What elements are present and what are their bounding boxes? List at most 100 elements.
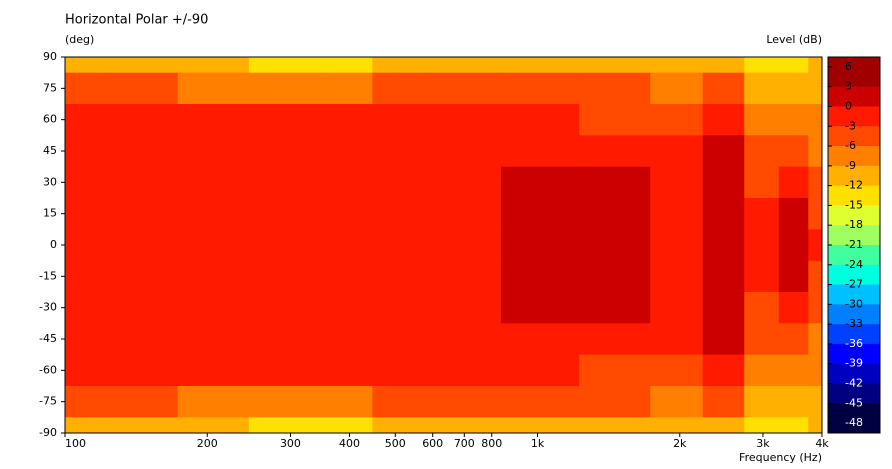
y-tick-label: -75 — [39, 395, 57, 408]
level-cell — [702, 229, 745, 262]
level-cell — [177, 135, 250, 168]
level-cell — [65, 166, 108, 199]
level-cell — [248, 72, 321, 105]
colorbar-band — [828, 126, 880, 147]
level-cell — [778, 198, 809, 230]
level-cell — [372, 323, 431, 356]
level-cell — [808, 260, 823, 293]
colorbar-tick-label: -3 — [845, 119, 856, 132]
level-cell — [319, 386, 373, 418]
x-tick-label: 1k — [531, 437, 545, 450]
colorbar-tick-label: 0 — [845, 99, 852, 112]
level-cell — [319, 323, 373, 356]
level-cell — [650, 72, 704, 105]
level-cell — [808, 198, 823, 230]
level-cell — [177, 260, 250, 293]
colorbar-band — [828, 245, 880, 266]
colorbar-band — [828, 363, 880, 384]
level-cell — [808, 386, 823, 418]
level-cell — [650, 229, 704, 262]
y-tick-label: -60 — [39, 363, 57, 376]
level-cell — [319, 229, 373, 262]
level-cell — [177, 323, 250, 356]
level-cell — [372, 72, 431, 105]
level-cell — [702, 135, 745, 168]
x-tick-label: 800 — [481, 437, 502, 450]
level-cell — [248, 260, 321, 293]
level-cell — [106, 386, 179, 418]
y-tick-label: 30 — [43, 175, 57, 188]
level-cell — [248, 104, 321, 136]
colorbar-band — [828, 343, 880, 365]
level-cell — [579, 104, 651, 136]
level-cell — [500, 417, 580, 434]
level-cell — [429, 57, 502, 74]
colorbar-band — [828, 86, 880, 107]
level-cell — [579, 72, 651, 105]
level-cell — [650, 323, 704, 356]
colorbar-tick-label: -45 — [845, 396, 863, 409]
level-cell — [177, 72, 250, 105]
level-cell — [500, 386, 580, 418]
level-cell — [744, 229, 780, 262]
colorbar-band — [828, 57, 880, 87]
level-cell — [500, 198, 580, 230]
level-cell — [319, 260, 373, 293]
level-cell — [778, 260, 809, 293]
colorbar-band — [828, 165, 880, 186]
colorbar-tick-label: -30 — [845, 297, 863, 310]
colorbar-tick-label: -12 — [845, 179, 863, 192]
level-cell — [500, 57, 580, 74]
level-cell — [744, 386, 780, 418]
level-cell — [429, 386, 502, 418]
level-cell — [319, 166, 373, 199]
level-cell — [808, 417, 823, 434]
level-cell — [702, 72, 745, 105]
level-cell — [500, 72, 580, 105]
x-tick-label: 400 — [339, 437, 360, 450]
level-cell — [650, 166, 704, 199]
level-cell — [65, 354, 108, 387]
colorbar-band — [828, 185, 880, 206]
colorbar-band — [828, 284, 880, 305]
level-cell — [429, 323, 502, 356]
level-cell — [702, 323, 745, 356]
level-cell — [65, 386, 108, 418]
level-cell — [744, 72, 780, 105]
level-cell — [372, 198, 431, 230]
colorbar-tick-label: -27 — [845, 278, 863, 291]
level-cell — [106, 260, 179, 293]
level-cell — [248, 386, 321, 418]
colorbar-tick-label: -18 — [845, 218, 863, 231]
level-cell — [65, 72, 108, 105]
level-cell — [177, 354, 250, 387]
level-cell — [429, 354, 502, 387]
x-axis-label: Frequency (Hz) — [739, 451, 822, 464]
level-cell — [106, 229, 179, 262]
level-cell — [579, 386, 651, 418]
level-cell — [744, 260, 780, 293]
level-cell — [429, 292, 502, 324]
level-cell — [319, 198, 373, 230]
level-cell — [500, 104, 580, 136]
x-tick-label: 600 — [422, 437, 443, 450]
level-cell — [65, 198, 108, 230]
level-cell — [702, 166, 745, 199]
level-cell — [744, 323, 780, 356]
colorbar-tick-label: -6 — [845, 139, 856, 152]
level-cell — [429, 104, 502, 136]
level-cell — [106, 198, 179, 230]
level-cell — [319, 417, 373, 434]
level-cell — [579, 354, 651, 387]
level-cell — [248, 166, 321, 199]
level-cell — [744, 354, 780, 387]
x-tick-label: 500 — [385, 437, 406, 450]
level-cell — [319, 354, 373, 387]
level-cell — [429, 72, 502, 105]
level-cell — [778, 166, 809, 199]
level-cell — [65, 104, 108, 136]
y-tick-label: 45 — [43, 144, 57, 157]
y-tick-label: 0 — [50, 238, 57, 251]
level-cell — [702, 292, 745, 324]
level-cell — [248, 323, 321, 356]
